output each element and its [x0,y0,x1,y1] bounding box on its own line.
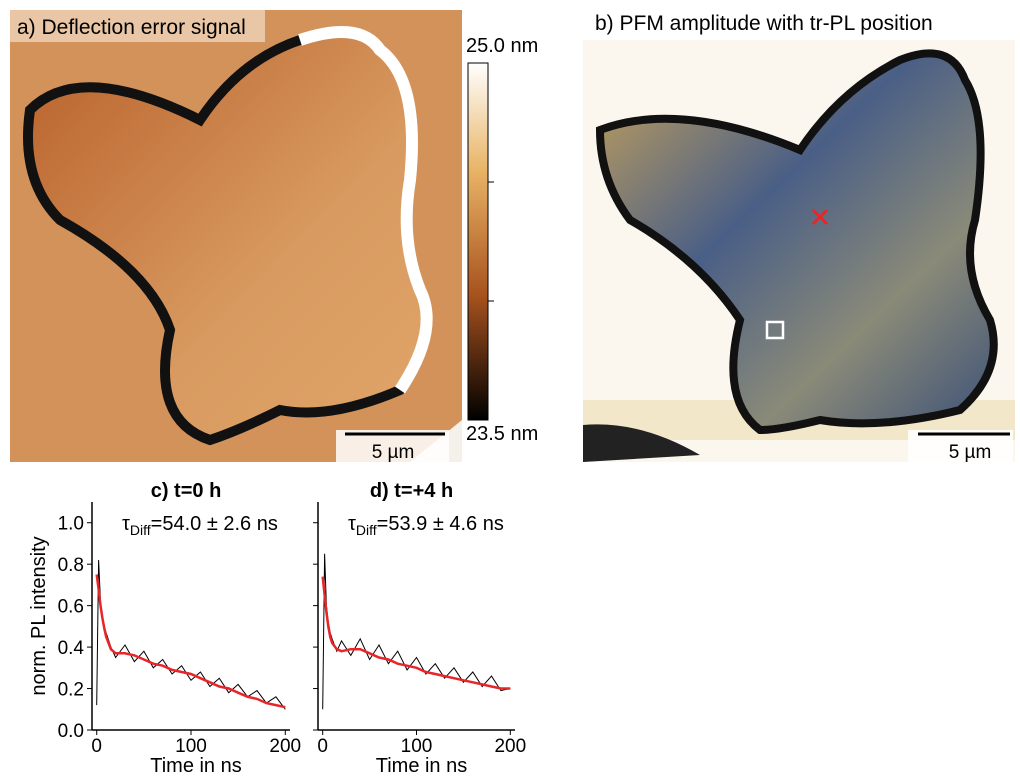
annotation-part: τ [122,513,130,535]
x-tick-label: 0 [91,736,102,757]
annotation: τDiff=53.9 ± 4.6 ns [348,513,504,538]
annotation-part: τ [348,513,356,535]
scale-bar-label: 5 µm [949,442,992,463]
y-tick-label: 0.8 [58,555,84,576]
annotation-part: =54.0 ± 2.6 ns [151,513,278,535]
y-axis-label: norm. PL intensity [28,536,50,695]
pfm-image [583,40,1015,462]
afm-image [10,10,462,462]
annotation-part: =53.9 ± 4.6 ns [377,513,504,535]
data-trace [322,553,511,710]
y-tick-label: 0.6 [58,597,84,618]
data-trace [96,559,286,710]
x-tick-label: 200 [269,736,301,757]
fit-curve [95,574,286,709]
panel-title: a) Deflection error signal [17,16,246,39]
x-tick-label: 100 [175,736,207,757]
annotation-part: Diff [130,522,151,538]
x-axis-label: Time in ns [150,755,242,775]
y-tick-label: 0.2 [58,680,84,701]
y-tick-label: 1.0 [58,514,84,535]
panel-title: b) PFM amplitude with tr-PL position [595,12,933,35]
x-axis-label: Time in ns [376,755,468,775]
chart-title: c) t=0 h [151,480,222,502]
x-tick-label: 200 [494,736,526,757]
colorbar-label: 25.0 nm [466,35,538,57]
chart-title: d) t=+4 h [370,480,453,502]
colorbar-label: 23.5 nm [466,423,538,445]
y-tick-label: 0.0 [58,721,84,742]
annotation: τDiff=54.0 ± 2.6 ns [122,513,278,538]
colorbar [467,62,489,421]
scale-bar-label: 5 µm [372,442,415,463]
x-tick-label: 0 [317,736,328,757]
x-tick-label: 100 [401,736,433,757]
annotation-part: Diff [356,522,377,538]
y-tick-label: 0.4 [58,638,85,659]
fit-curve [321,576,511,690]
